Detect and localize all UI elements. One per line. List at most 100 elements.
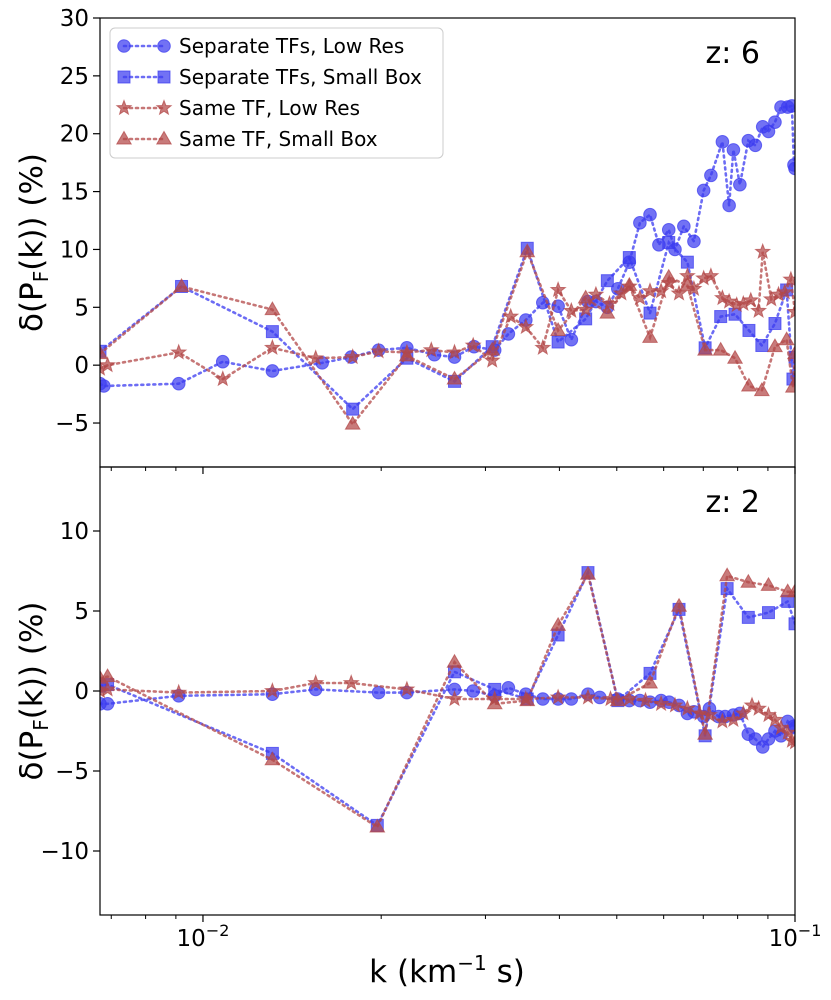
panel-1-series-same-tf-small-box-point <box>679 276 696 291</box>
panel-2-series-same-tf-low-res-point <box>549 688 567 705</box>
panel-2-series-same-tf-small-box-point <box>264 751 281 766</box>
panel-2-series-same-tf-low-res-point <box>636 691 654 708</box>
legend-label: Same TF, Low Res <box>179 96 360 120</box>
panel-1-series-same-tf-small-box-point <box>398 347 415 362</box>
panel-1-series-group <box>100 99 795 430</box>
panel-2-series-same-tf-low-res-point <box>700 706 718 723</box>
panel-1-series-same-tf-small-box-point <box>446 370 463 385</box>
panel-2-series-same-tf-low-res-point <box>446 690 463 707</box>
panel-1-series-separate-tfs-small-box-point <box>551 335 565 349</box>
panel-2-series-same-tf-small-box-point <box>486 695 503 710</box>
panel-2-series-separate-tfs-low-res-point <box>564 692 579 706</box>
panel-1-series-same-tf-low-res-point <box>587 285 605 302</box>
panel-1-series-same-tf-low-res-point <box>464 336 482 353</box>
panel-1-series-separate-tfs-low-res-point <box>768 115 782 129</box>
panel-1-series-same-tf-low-res-point <box>549 280 567 298</box>
panel-2-ytick-label: 5 <box>74 599 89 625</box>
panel-2-series-same-tf-low-res-point <box>100 680 117 697</box>
legend-label: Separate TFs, Small Box <box>179 65 422 89</box>
panel-1-series-same-tf-low-res-point <box>713 289 731 306</box>
legend-label: Same TF, Small Box <box>179 127 378 151</box>
legend-marker <box>117 39 131 53</box>
panel-2-series-same-tf-small-box-point <box>100 668 116 683</box>
panel-1-series-same-tf-small-box-point <box>697 341 714 356</box>
panel-2-series-same-tf-low-res-point <box>342 674 360 691</box>
panel-1-series-separate-tfs-low-res-point <box>215 354 230 369</box>
xtick-label: 10−1 <box>769 921 822 952</box>
panel-1-series-same-tf-low-res-point <box>214 370 232 387</box>
panel-1-series-same-tf-low-res-point <box>446 343 463 360</box>
panel-2-series-separate-tfs-small-box-point <box>761 606 775 620</box>
panel-1-series-same-tf-low-res-point <box>534 338 552 356</box>
panel-1-series-same-tf-low-res-point <box>517 318 535 335</box>
panel-1-series-separate-tfs-low-res-point <box>677 219 691 234</box>
panel-1-series-same-tf-small-box-point <box>641 328 659 343</box>
panel-1-series-same-tf-low-res-point <box>754 242 772 259</box>
panel-2-series-same-tf-low-res-point <box>263 682 281 699</box>
panel-1-series-separate-tfs-small-box-point <box>714 310 728 324</box>
legend-marker <box>117 70 131 84</box>
panel-2-series-same-tf-small-box-point <box>550 616 567 631</box>
panel-1-series-same-tf-low-res-point <box>344 348 362 365</box>
panel-2-ytick-label: 0 <box>74 679 89 705</box>
panel-1-series-separate-tfs-low-res-point <box>265 364 280 378</box>
panel-2-series-same-tf-small-box-point <box>641 674 659 689</box>
panel-1-series-same-tf-small-box-line <box>100 248 795 427</box>
legend-marker <box>157 70 171 84</box>
panel-1-series-separate-tfs-small-box-point <box>265 325 279 339</box>
panel-1-series-same-tf-small-box-point <box>484 341 501 356</box>
panel-1-ytick-label: 20 <box>60 122 89 148</box>
panel-2-series-same-tf-small-box-point <box>786 583 795 598</box>
panel-1-ytick-label: 5 <box>74 295 89 321</box>
panel-1-series-separate-tfs-small-box-point <box>768 317 782 331</box>
panel-1-ytick-label: 10 <box>60 237 89 263</box>
legend-marker <box>115 130 133 145</box>
panel-1-series-separate-tfs-low-res-point <box>661 222 676 237</box>
panel-1-ytick-label: 25 <box>60 64 89 90</box>
panel-1-series-same-tf-low-res-point <box>600 294 618 312</box>
panel-1-series-same-tf-low-res-point <box>307 349 325 366</box>
panel-1-series-separate-tfs-small-box-point <box>622 251 636 265</box>
panel-2-series-same-tf-small-box-point <box>446 653 463 668</box>
panel-1-series-same-tf-low-res-point <box>720 292 738 309</box>
panel-2-series-separate-tfs-low-res-point <box>100 697 115 711</box>
panel-2-series-group <box>100 565 795 833</box>
panel-1-series-same-tf-low-res-point <box>100 356 117 373</box>
panel-2-series-separate-tfs-low-res-point <box>466 684 480 698</box>
panel-2-series-same-tf-small-box-point <box>369 818 386 833</box>
panel-1-ytick-label: 30 <box>60 6 89 32</box>
panel-1-series-same-tf-low-res-point <box>782 270 795 287</box>
panel-1-series-same-tf-low-res-point <box>170 343 188 360</box>
panel-1-series-separate-tfs-small-box-point <box>600 274 614 288</box>
panel-1-series-same-tf-low-res-point <box>750 301 768 318</box>
panel-1-series-separate-tfs-small-box-point <box>742 323 756 337</box>
legend-label: Separate TFs, Low Res <box>179 34 404 58</box>
panel-2-series-same-tf-small-box-point <box>760 576 777 591</box>
panel-2-series-same-tf-low-res-point <box>170 683 188 700</box>
panel-1-series-same-tf-small-box-point <box>726 349 744 364</box>
panel-1-series-same-tf-small-box-point <box>550 321 567 336</box>
panel-1-ytick-label: −5 <box>55 411 89 437</box>
panel-1-series-same-tf-small-box-point <box>660 268 677 283</box>
panel-2-series-separate-tfs-small-box-point <box>741 610 755 624</box>
panel-1-series-same-tf-low-res-point <box>631 289 649 306</box>
panel-1-series-same-tf-low-res-point <box>263 338 281 356</box>
panel-2-series-same-tf-low-res-point <box>750 699 768 716</box>
panel-1-series-separate-tfs-low-res-point <box>788 161 795 176</box>
panel-1-series-separate-tfs-low-res-point <box>643 207 657 222</box>
xtick-label: 10−2 <box>177 921 230 952</box>
panel-1-series-separate-tfs-low-res-point <box>633 216 647 230</box>
panel-1-series-same-tf-low-res-point <box>776 283 794 300</box>
panel-1-series-separate-tfs-small-box-point <box>755 338 769 352</box>
panel-1-series-separate-tfs-small-box-point <box>662 236 676 249</box>
panel-1-series-same-tf-small-box-point <box>784 378 795 393</box>
panel-2-ytick-label: −10 <box>40 839 89 865</box>
panel-2-series-same-tf-small-box-point <box>740 573 757 588</box>
panel-1-series-same-tf-small-box-point <box>621 276 638 291</box>
legend-box <box>109 27 444 159</box>
panel-2-series-same-tf-low-res-point <box>779 723 795 740</box>
panel-2-series-same-tf-small-box-point <box>670 597 688 612</box>
panel-2-ytick-label: −5 <box>55 759 89 785</box>
panel-1-series-separate-tfs-low-res-point <box>761 124 776 139</box>
